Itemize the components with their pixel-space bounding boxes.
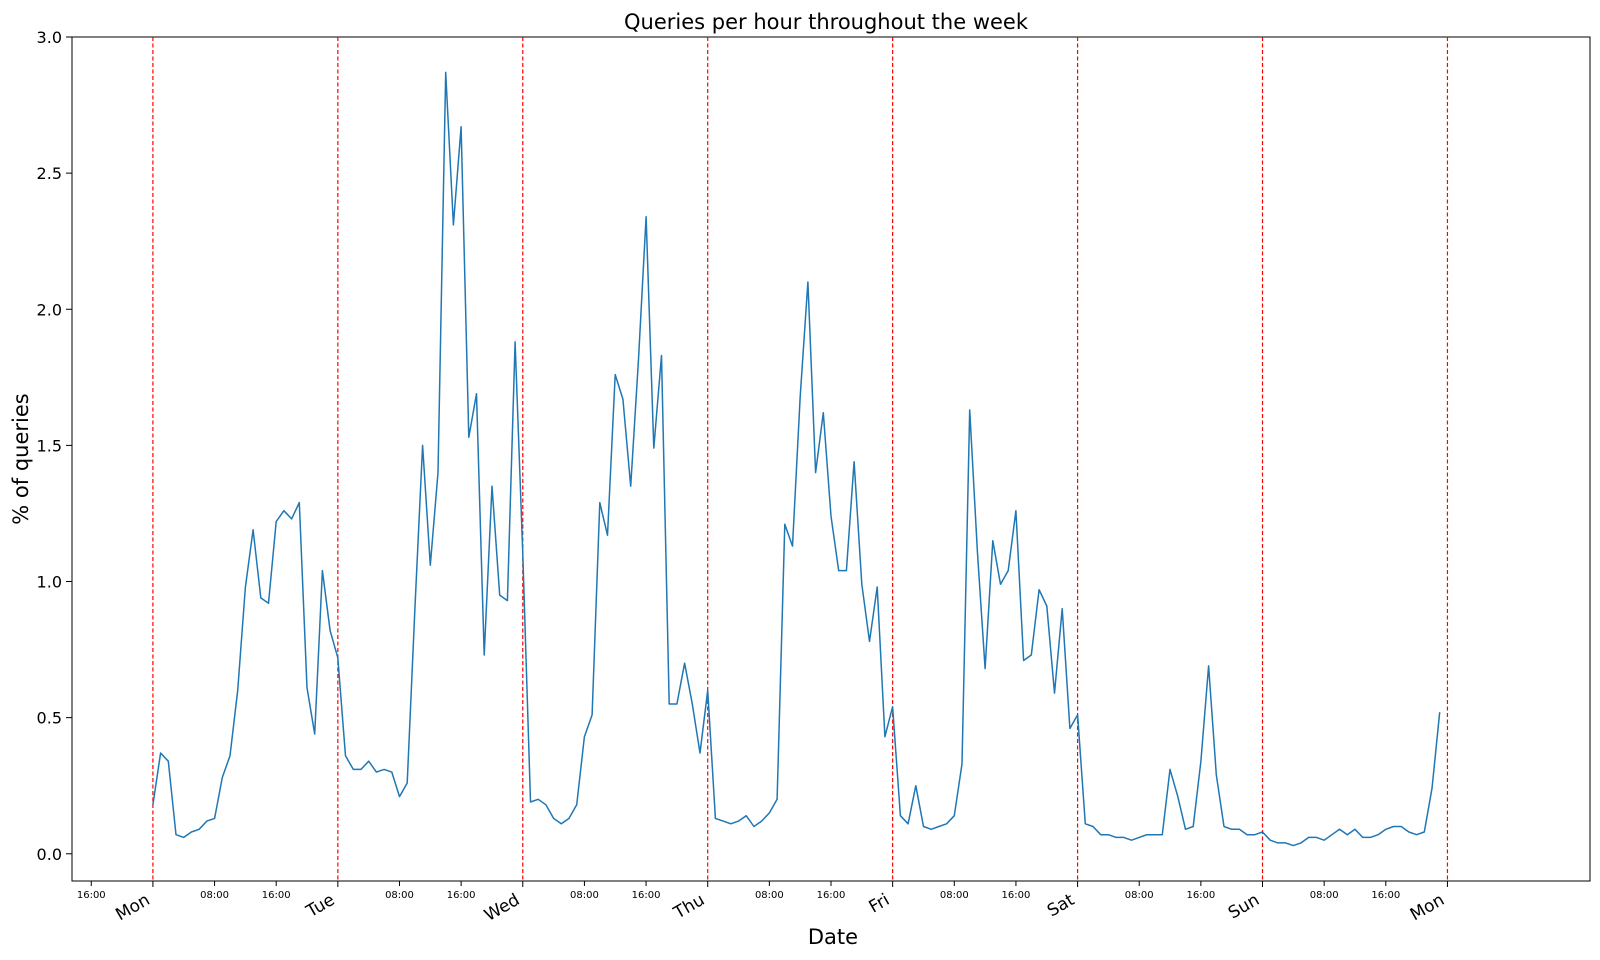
x-tick-label: 08:00 xyxy=(385,890,414,901)
y-tick-label: 2.0 xyxy=(37,300,62,319)
y-tick-label: 0.0 xyxy=(37,845,62,864)
y-tick-label: 0.5 xyxy=(37,709,62,728)
plot-area: 0.0 0.5 1.0 1.5 2.0 2.5 3.0 16:00 08:00 16:00 08:0… xyxy=(37,28,1591,926)
x-tick-label: 16:00 xyxy=(632,890,661,901)
y-tick-label: 1.0 xyxy=(37,573,62,592)
x-tick-label: 16:00 xyxy=(262,890,291,901)
y-tick-label: 1.5 xyxy=(37,436,62,455)
day-tick-label: Tue xyxy=(302,890,338,922)
y-tick-label: 2.5 xyxy=(37,164,62,183)
x-tick-label: 16:00 xyxy=(1186,890,1215,901)
chart-title: Queries per hour throughout the week xyxy=(624,10,1029,34)
day-tick-label: Fri xyxy=(866,890,894,917)
x-tick-label: 08:00 xyxy=(1310,890,1339,901)
x-tick-label: 08:00 xyxy=(1125,890,1154,901)
plot-frame xyxy=(71,36,1591,882)
x-tick-label: 16:00 xyxy=(77,890,106,901)
x-tick-label: 16:00 xyxy=(1002,890,1031,901)
x-tick-label: 16:00 xyxy=(817,890,846,901)
x-tick-label: 16:00 xyxy=(447,890,476,901)
day-tick-label: Thu xyxy=(670,890,709,924)
series-line xyxy=(152,71,1441,847)
x-tick-label: 16:00 xyxy=(1371,890,1400,901)
x-axis-title: Date xyxy=(808,925,858,949)
day-tick-label: Sat xyxy=(1044,890,1078,921)
y-tick-label: 3.0 xyxy=(37,28,62,47)
x-tick-label: 08:00 xyxy=(570,890,599,901)
day-tick-label: Wed xyxy=(481,890,523,926)
x-tick-label: 08:00 xyxy=(200,890,229,901)
x-tick-label: 08:00 xyxy=(940,890,969,901)
day-tick-label: Sun xyxy=(1225,890,1263,923)
y-axis-title: % of queries xyxy=(9,393,33,524)
day-tick-label: Mon xyxy=(112,890,153,925)
x-tick-label: 08:00 xyxy=(755,890,784,901)
day-tick-label: Mon xyxy=(1407,890,1448,925)
